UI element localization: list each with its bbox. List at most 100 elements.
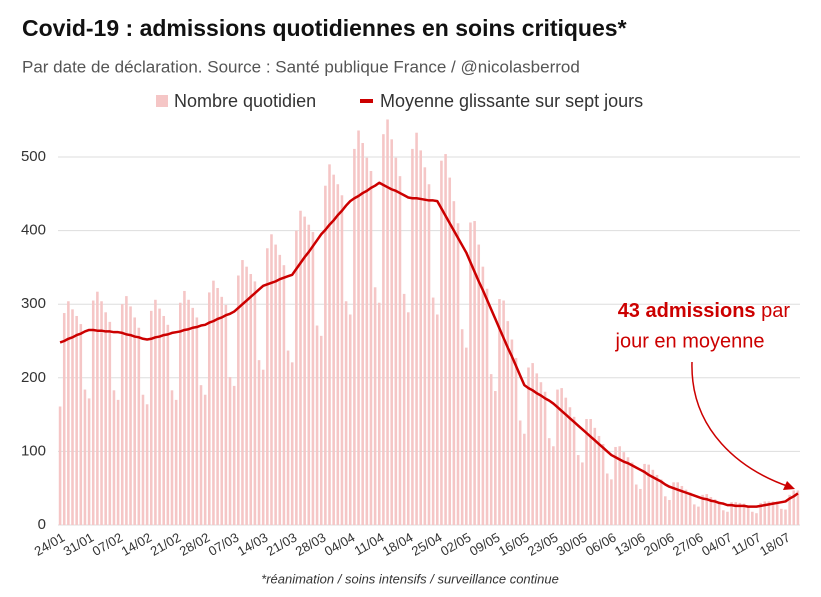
bars (58, 119, 800, 526)
bar (647, 464, 650, 525)
bar (406, 312, 410, 525)
bar (722, 510, 725, 525)
bar (539, 382, 543, 525)
bar (71, 309, 74, 525)
bar (241, 260, 244, 525)
bar (746, 505, 750, 525)
arrow-head (783, 481, 795, 490)
bar (510, 339, 514, 525)
bar (601, 444, 605, 525)
bar (237, 275, 240, 525)
bar (589, 419, 592, 525)
bar (411, 148, 414, 526)
bar (460, 329, 464, 525)
bar (137, 327, 141, 525)
bar (514, 357, 518, 525)
bar (494, 391, 497, 525)
bar (377, 302, 381, 525)
bar (158, 308, 161, 525)
chart-title: Covid-19 : admissions quotidiennes en so… (22, 15, 627, 41)
bar (212, 280, 215, 525)
bar (174, 399, 178, 525)
bar (178, 302, 182, 525)
bar (527, 367, 530, 525)
bar (58, 406, 62, 525)
bar (394, 157, 398, 525)
bar (245, 266, 248, 525)
bar (730, 502, 733, 525)
bar (79, 324, 83, 525)
bar (133, 317, 136, 525)
bar (489, 374, 493, 525)
bar (187, 299, 190, 525)
bar (369, 170, 373, 525)
bar (228, 377, 232, 525)
bar (622, 452, 626, 525)
bar (568, 407, 572, 525)
bar (506, 321, 510, 525)
bar (149, 310, 153, 525)
bar (518, 420, 522, 525)
bar (767, 501, 771, 525)
bar (431, 297, 435, 525)
bar (734, 502, 738, 525)
bar (100, 301, 103, 525)
annotation: 43 admissions par (618, 300, 791, 322)
bar (216, 288, 219, 525)
bar (618, 446, 621, 525)
bar (775, 501, 779, 525)
bar (220, 296, 224, 525)
bar (576, 455, 580, 525)
bar (162, 315, 165, 525)
bar (112, 390, 116, 525)
bar (315, 325, 319, 525)
bar (481, 266, 485, 525)
bar (290, 362, 294, 525)
bar (116, 399, 120, 525)
bar (502, 300, 505, 525)
bar (286, 350, 290, 525)
bar (108, 321, 112, 525)
bar (253, 281, 257, 525)
y-tick-label: 0 (38, 516, 46, 533)
bar (365, 157, 369, 525)
bar (62, 313, 66, 525)
footnote: *réanimation / soins intensifs / surveil… (261, 571, 559, 586)
bar (261, 369, 265, 525)
bar (651, 469, 655, 525)
bar (332, 174, 335, 525)
bar (672, 482, 675, 525)
bar (444, 154, 447, 525)
bar (299, 210, 302, 525)
bar (199, 385, 203, 525)
bar (560, 388, 563, 525)
bar (523, 433, 526, 525)
bar (249, 274, 253, 525)
bar (543, 391, 547, 525)
bar (129, 306, 132, 525)
bar (427, 184, 431, 525)
bar (581, 462, 584, 525)
bar (278, 254, 282, 525)
bar (415, 132, 418, 525)
moving-average-line (59, 181, 799, 508)
bar (713, 499, 717, 525)
bar (125, 296, 128, 525)
legend-label: Nombre quotidien (174, 91, 316, 111)
bar (709, 497, 713, 525)
bar (191, 307, 195, 525)
bar (688, 492, 692, 525)
bar (792, 490, 796, 525)
bar (141, 394, 145, 525)
bar (717, 501, 721, 525)
bar (726, 511, 729, 525)
bar (154, 299, 157, 525)
annotation-bold: 43 admissions (618, 300, 756, 322)
bar (693, 504, 696, 525)
bar (386, 119, 389, 526)
bar (668, 499, 671, 525)
bar (208, 292, 211, 525)
bar (270, 234, 273, 525)
bar (398, 176, 402, 526)
bar (311, 232, 315, 525)
